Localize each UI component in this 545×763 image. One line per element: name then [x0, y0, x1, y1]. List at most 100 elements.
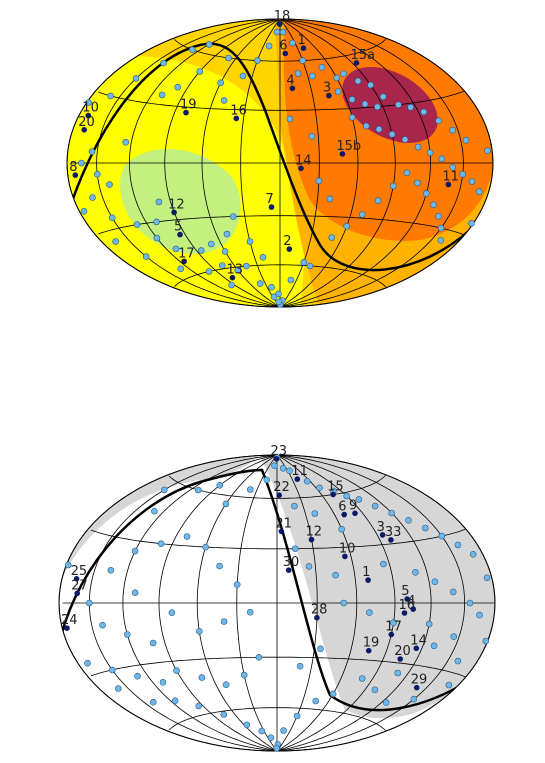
- bottom-labeled-point: [273, 456, 280, 462]
- bottom-data-point: [159, 678, 167, 686]
- bottom-point-label: 1: [362, 565, 370, 580]
- bottom-data-point: [421, 524, 429, 532]
- bottom-point-label: 27: [71, 578, 88, 593]
- top-data-point: [89, 194, 96, 201]
- top-data-point: [420, 108, 428, 116]
- bottom-data-point: [183, 533, 191, 540]
- top-data-point: [435, 117, 442, 125]
- bottom-data-point: [355, 496, 363, 503]
- bottom-data-point: [483, 574, 491, 582]
- bottom-labeled-point: [379, 532, 386, 538]
- bottom-data-point: [425, 620, 433, 628]
- top-data-point: [88, 148, 96, 155]
- bottom-labeled-point: [388, 537, 394, 543]
- bottom-data-point: [161, 486, 168, 494]
- top-point-label: 15a: [351, 48, 376, 63]
- top-data-point: [223, 230, 231, 238]
- bottom-data-point: [296, 662, 304, 670]
- bottom-data-point: [366, 609, 373, 616]
- top-point-label: 10: [82, 101, 99, 116]
- top-data-point: [174, 83, 181, 91]
- top-point-label: 14: [295, 153, 312, 168]
- bottom-data-point: [312, 697, 320, 705]
- top-data-point: [343, 222, 351, 230]
- bottom-point-label: 5: [401, 584, 409, 599]
- bottom-point-label: 20: [394, 644, 411, 659]
- top-labeled-point: [298, 165, 304, 172]
- top-labeled-point: [339, 151, 346, 157]
- top-labeled-point: [282, 50, 289, 57]
- bottom-data-point: [131, 547, 139, 555]
- top-data-point: [309, 72, 316, 80]
- top-data-point: [268, 283, 275, 291]
- top-data-point: [219, 262, 226, 269]
- bottom-labeled-point: [413, 645, 420, 652]
- top-data-point: [403, 169, 411, 177]
- top-data-point: [361, 100, 369, 108]
- top-data-point: [348, 96, 356, 103]
- top-data-point: [475, 188, 483, 195]
- bottom-data-point: [131, 589, 139, 597]
- top-data-point: [155, 198, 163, 206]
- bottom-data-point: [279, 464, 287, 472]
- top-data-point: [107, 92, 114, 100]
- top-data-point: [374, 197, 382, 204]
- top-data-point: [158, 91, 166, 99]
- bottom-parallel: [168, 707, 387, 732]
- bottom-data-point: [371, 502, 379, 510]
- bottom-data-point: [445, 681, 453, 689]
- bottom-data-point: [222, 681, 230, 689]
- top-labeled-point: [353, 60, 360, 66]
- bottom-point-label: 15: [327, 480, 344, 495]
- bottom-data-point: [247, 486, 254, 493]
- bottom-point-label: 21: [275, 516, 292, 531]
- top-data-point: [435, 212, 442, 220]
- top-data-point: [270, 293, 278, 301]
- top-point-label: 15b: [336, 139, 361, 154]
- bottom-point-label: 14: [410, 633, 427, 648]
- top-data-point: [286, 115, 294, 123]
- bottom-data-point: [380, 560, 387, 568]
- top-data-point: [279, 28, 287, 36]
- bottom-data-point: [388, 509, 396, 517]
- bottom-point-label: 12: [306, 525, 323, 540]
- top-data-point: [422, 190, 430, 197]
- top-point-label: 11: [442, 170, 459, 185]
- bottom-data-point: [198, 674, 206, 681]
- top-data-point: [367, 81, 374, 89]
- top-data-point: [414, 179, 421, 187]
- top-data-point: [289, 39, 296, 47]
- top-grid: [66, 18, 494, 308]
- top-labeled-point: [300, 45, 307, 51]
- bottom-point-label: 28: [311, 603, 328, 618]
- top-data-point: [172, 245, 180, 253]
- bottom-data-point: [293, 712, 301, 720]
- bottom-data-point: [332, 571, 339, 579]
- bottom-data-point: [220, 618, 228, 625]
- bottom-data-point: [482, 637, 490, 645]
- bottom-data-point: [216, 481, 224, 489]
- top-point-label: 4: [286, 73, 294, 88]
- top-data-point: [462, 137, 470, 144]
- top-data-point: [389, 182, 397, 190]
- top-labeled-point: [85, 112, 92, 119]
- top-data-point: [106, 181, 113, 188]
- bottom-data-point: [150, 698, 157, 706]
- bottom-labeled-point: [294, 476, 301, 482]
- top-data-point: [220, 97, 228, 104]
- bottom-data-point: [151, 507, 158, 515]
- top-point-label: 2: [283, 234, 291, 249]
- top-data-point: [273, 28, 281, 36]
- top-data-point: [333, 74, 341, 82]
- top-data-point: [122, 139, 129, 146]
- bottom-parallel: [90, 656, 466, 678]
- top-data-point: [153, 218, 160, 226]
- bottom-point-label: 30: [283, 555, 300, 570]
- bottom-data-point: [240, 671, 248, 679]
- top-data-point: [142, 253, 150, 260]
- bottom-data-point: [390, 619, 397, 627]
- bottom-data-point: [329, 690, 337, 698]
- top-point-label: 13: [227, 263, 244, 278]
- top-labeled-point: [81, 127, 87, 133]
- top-labeled-point: [268, 204, 275, 210]
